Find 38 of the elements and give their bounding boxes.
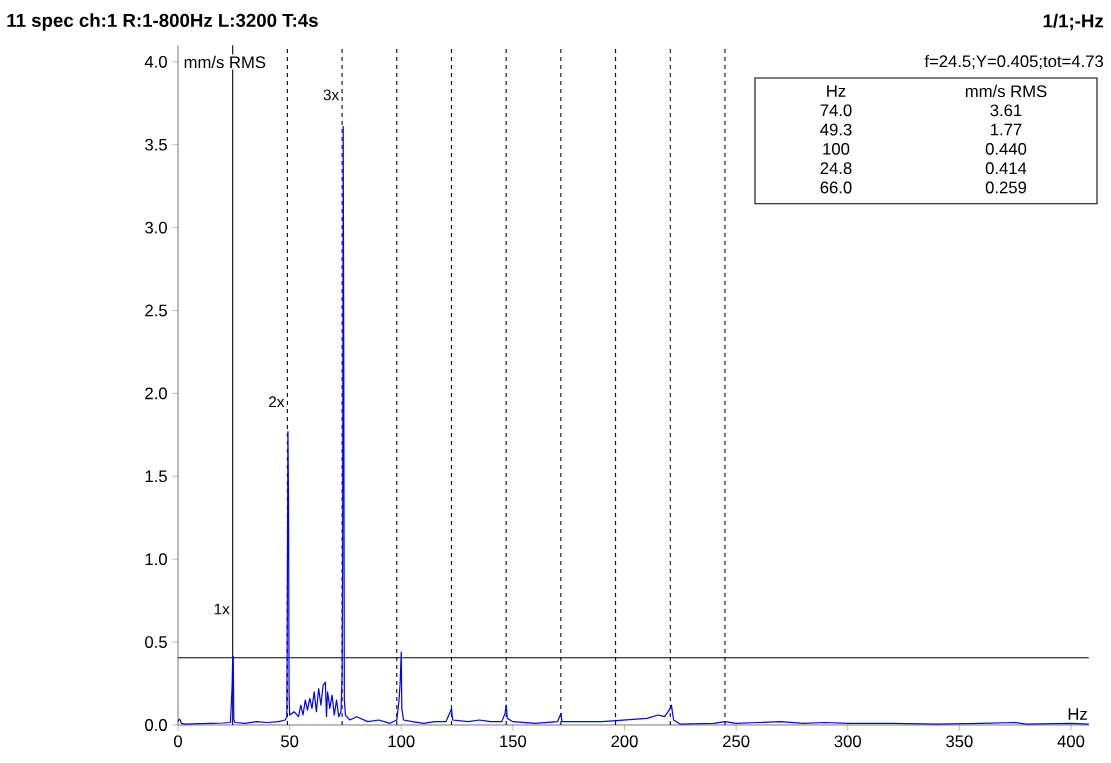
text: 1/1;-Hz [1043, 13, 1104, 31]
y-axis-title: mm/s RMS [184, 55, 266, 69]
annotation: 100 [823, 142, 850, 155]
y-tick-label: 3.5 [145, 138, 167, 151]
x-tick-label: 200 [611, 735, 638, 748]
annotation: 1x [214, 603, 230, 615]
annotation: 0.259 [985, 181, 1027, 194]
y-tick-label: 0.0 [145, 719, 167, 731]
y-tick-label: 2.5 [145, 304, 167, 317]
x-tick-label: 350 [946, 735, 973, 748]
annotation: 24.8 [820, 162, 852, 175]
y-tick-label: 0.5 [145, 636, 167, 648]
annotation: 3.61 [990, 104, 1022, 117]
annotation: 0.440 [985, 142, 1027, 155]
x-tick-label: 250 [723, 735, 750, 748]
x-tick-label: 400 [1057, 735, 1085, 748]
annotation: 1.77 [991, 123, 1022, 136]
x-tick-label: 50 [281, 735, 299, 748]
x-tick-label: 150 [500, 735, 527, 748]
y-tick-label: 1.5 [145, 470, 167, 483]
annotation: Hz [827, 85, 846, 97]
annotation: mm/s RMS [965, 84, 1047, 98]
y-tick-label: 1.0 [145, 553, 167, 566]
annotation: 2x [269, 396, 285, 408]
y-tick-label: 3.0 [145, 221, 167, 234]
annotation: f=24.5;Y=0.405;tot=4.73 [924, 54, 1103, 70]
y-tick-label: 2.0 [145, 387, 167, 400]
annotation: 0.414 [985, 162, 1027, 175]
annotation: 66.0 [820, 181, 852, 194]
annotation: 49.3 [820, 123, 852, 136]
x-tick-label: 100 [388, 735, 415, 748]
chart-title: 11 spec ch:1 R:1-800Hz L:3200 T:4s [7, 13, 318, 31]
annotation: 74.0 [820, 104, 852, 117]
x-tick-label: 0 [174, 735, 182, 748]
x-axis-title: Hz [1068, 708, 1087, 720]
annotation: 3x [323, 89, 339, 101]
y-tick-label: 4.0 [144, 55, 167, 68]
x-tick-label: 300 [834, 735, 861, 748]
